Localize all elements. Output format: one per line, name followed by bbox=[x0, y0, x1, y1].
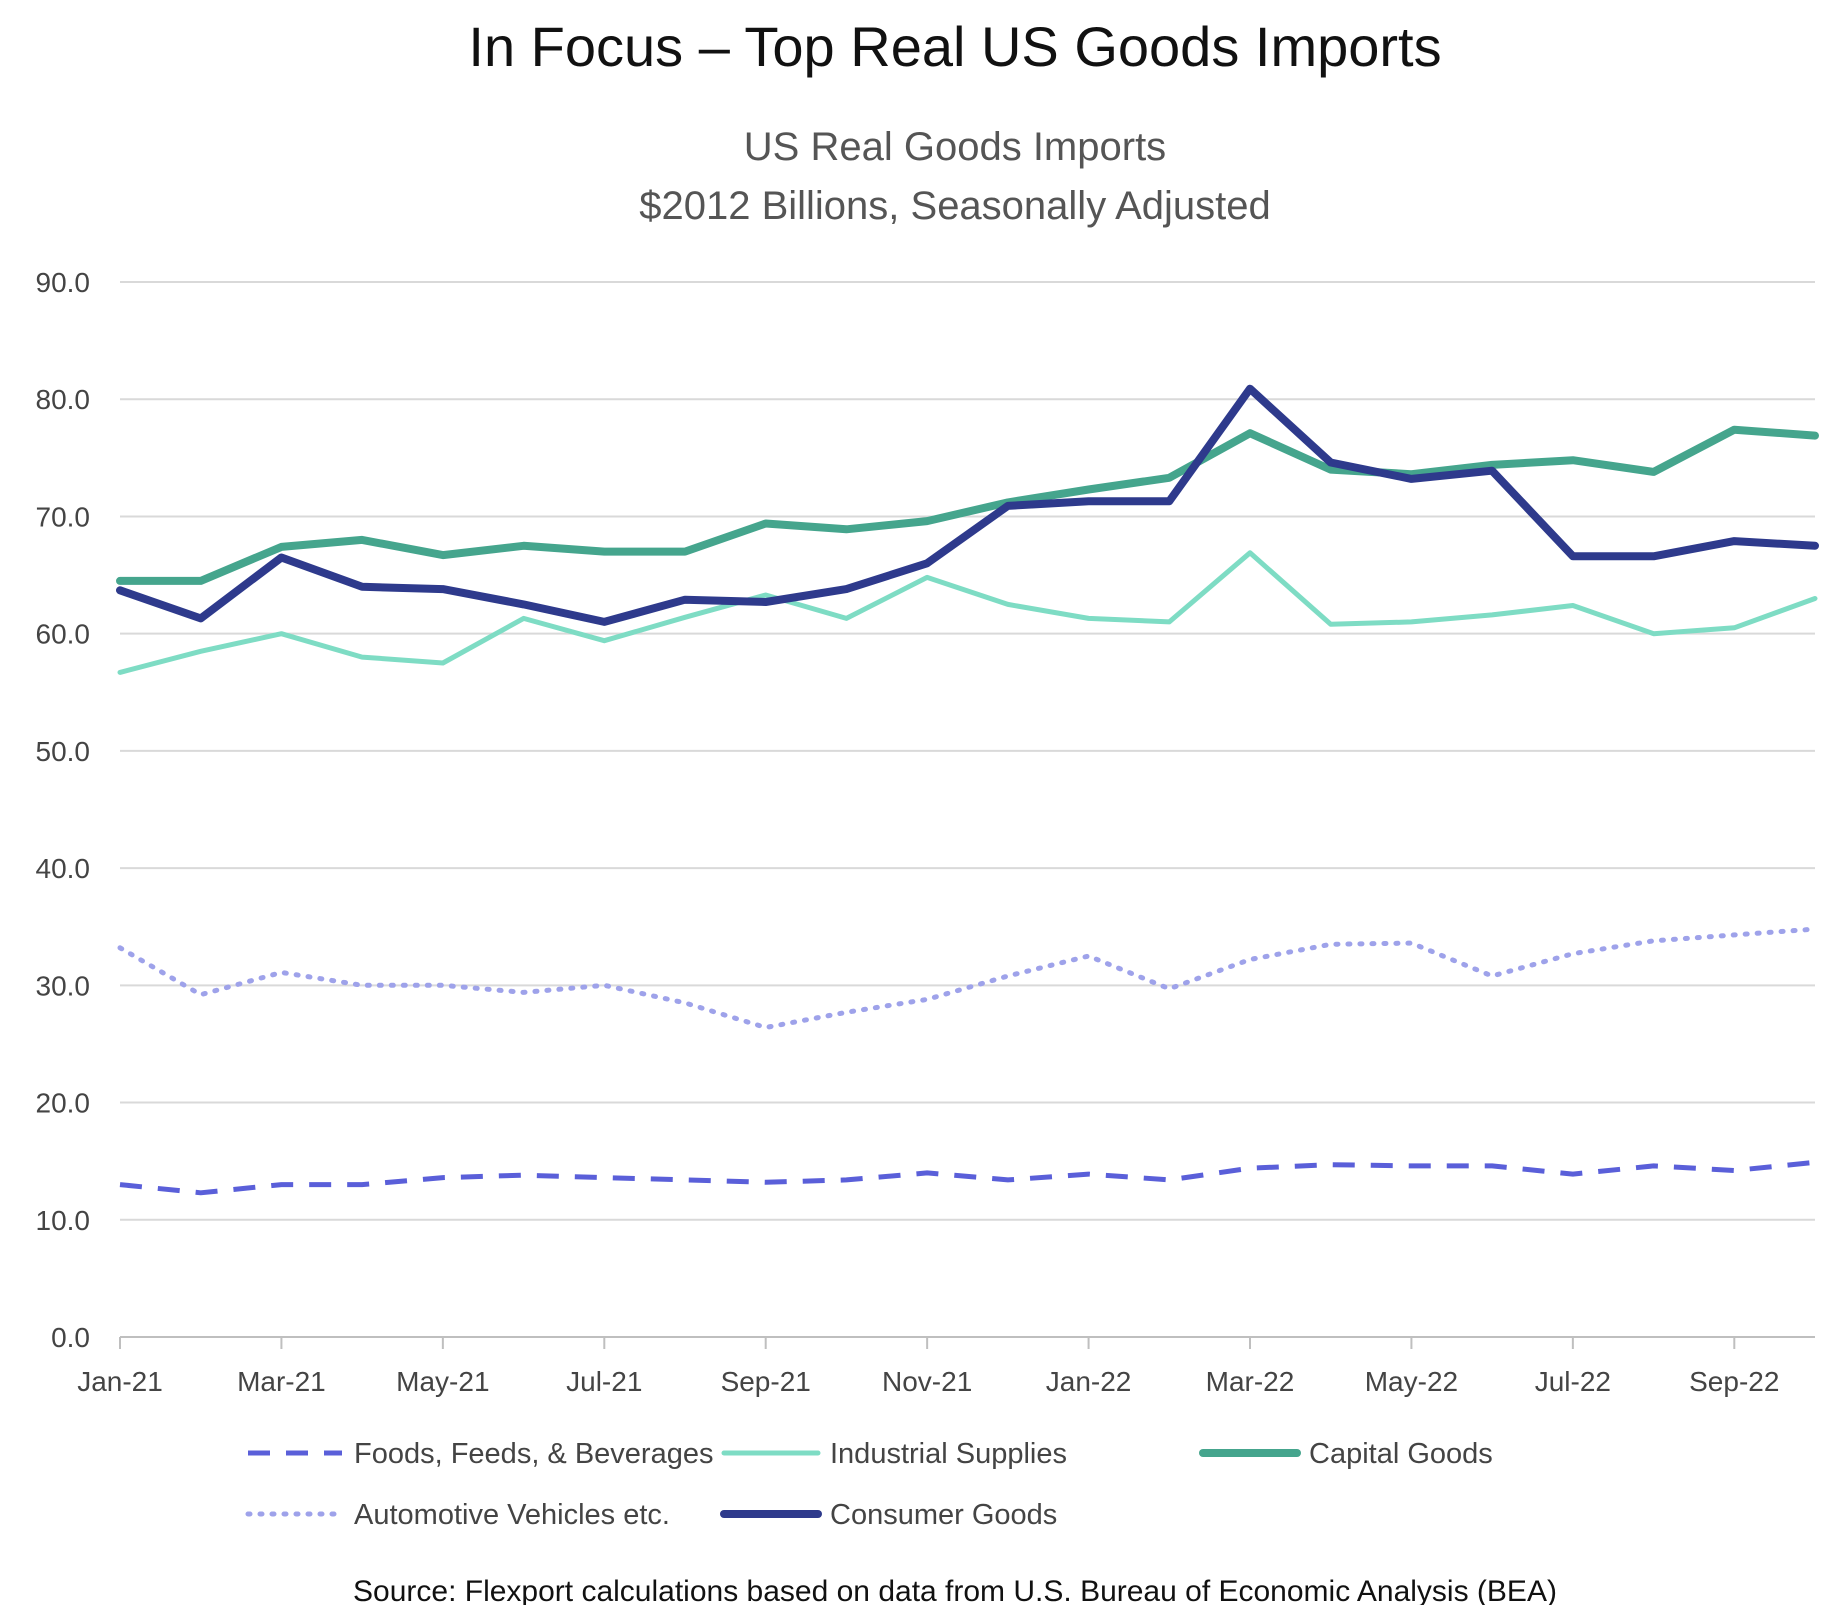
y-tick-label: 90.0 bbox=[36, 267, 91, 298]
y-tick-label: 70.0 bbox=[36, 501, 91, 532]
source-note: Source: Flexport calculations based on d… bbox=[353, 1575, 1557, 1605]
x-tick-label: Mar-21 bbox=[237, 1366, 326, 1397]
legend-label: Foods, Feeds, & Beverages bbox=[354, 1438, 713, 1470]
series-line-foods-feeds-beverages bbox=[119, 1159, 1816, 1196]
chart-subtitle-line2: $2012 Billions, Seasonally Adjusted bbox=[639, 184, 1271, 228]
x-axis: Jan-21 Mar-21 May-21 Jul-21 Sep-21 Nov-21 Jan-… bbox=[77, 1336, 1815, 1397]
legend-label: Industrial Supplies bbox=[830, 1438, 1067, 1470]
x-tick-label: Nov-21 bbox=[882, 1366, 972, 1397]
chart-title: In Focus – Top Real US Goods Imports bbox=[468, 15, 1441, 78]
legend-item-capital-goods: Capital Goods bbox=[1199, 1438, 1493, 1470]
x-tick-label: Sep-22 bbox=[1689, 1366, 1779, 1397]
y-tick-label: 20.0 bbox=[36, 1088, 91, 1119]
legend: Foods, Feeds, & Beverages Industrial Supp… bbox=[245, 1438, 1493, 1531]
legend-label: Consumer Goods bbox=[830, 1499, 1057, 1531]
gridlines bbox=[120, 281, 1815, 1221]
y-tick-label: 40.0 bbox=[36, 853, 91, 884]
y-tick-label: 10.0 bbox=[36, 1205, 91, 1236]
series-line-industrial-supplies bbox=[117, 550, 1818, 675]
chart-subtitle-line1: US Real Goods Imports bbox=[744, 125, 1166, 169]
legend-item-foods-feeds-beverages: Foods, Feeds, & Beverages bbox=[248, 1438, 713, 1470]
x-tick-label: Sep-21 bbox=[721, 1366, 811, 1397]
x-tick-label: May-22 bbox=[1365, 1366, 1458, 1397]
legend-item-industrial-supplies: Industrial Supplies bbox=[721, 1438, 1067, 1470]
y-tick-label: 50.0 bbox=[36, 736, 91, 767]
series-line-consumer-goods bbox=[116, 384, 1819, 626]
x-tick-label: Jan-21 bbox=[77, 1366, 163, 1397]
y-tick-label: 60.0 bbox=[36, 619, 91, 650]
y-tick-label: 0.0 bbox=[51, 1322, 90, 1353]
x-tick-label: Mar-22 bbox=[1206, 1366, 1295, 1397]
legend-label: Capital Goods bbox=[1309, 1438, 1493, 1470]
y-axis: 0.0 10.0 20.0 30.0 40.0 50.0 60.0 70.0 80.0 90.0 bbox=[36, 267, 91, 1353]
x-tick-label: May-21 bbox=[396, 1366, 489, 1397]
legend-item-consumer-goods: Consumer Goods bbox=[720, 1499, 1057, 1531]
y-tick-label: 30.0 bbox=[36, 970, 91, 1001]
series-line-capital-goods bbox=[116, 425, 1819, 585]
x-tick-label: Jul-22 bbox=[1535, 1366, 1611, 1397]
legend-item-automotive-vehicles-etc: Automotive Vehicles etc. bbox=[245, 1499, 670, 1531]
x-tick-label: Jan-22 bbox=[1046, 1366, 1132, 1397]
series-line-automotive-vehicles-etc bbox=[117, 926, 1818, 1030]
series-layer bbox=[116, 384, 1819, 1196]
y-tick-label: 80.0 bbox=[36, 384, 91, 415]
x-tick-label: Jul-21 bbox=[566, 1366, 642, 1397]
legend-label: Automotive Vehicles etc. bbox=[354, 1499, 670, 1531]
